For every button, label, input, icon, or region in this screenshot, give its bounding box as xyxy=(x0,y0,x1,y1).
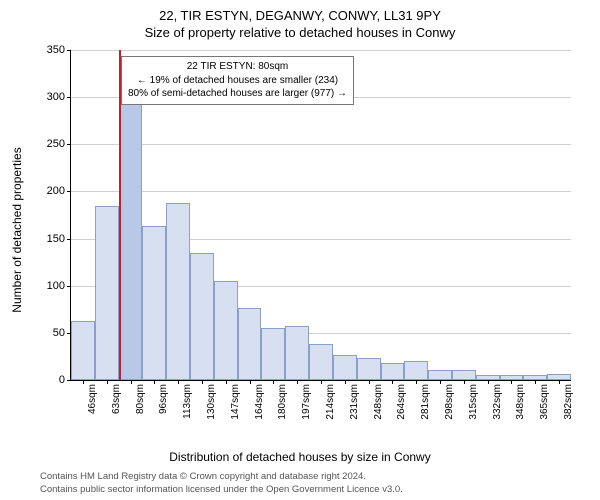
ytick-label: 200 xyxy=(35,185,65,197)
xtick-mark xyxy=(226,380,227,384)
chart-container: 22, TIR ESTYN, DEGANWY, CONWY, LL31 9PY … xyxy=(0,0,600,500)
ytick-label: 0 xyxy=(35,374,65,386)
xtick-mark xyxy=(488,380,489,384)
y-axis-label: Number of detached properties xyxy=(10,147,24,312)
xtick-mark xyxy=(392,380,393,384)
xtick-mark xyxy=(131,380,132,384)
chart-area: 05010015020025030035046sqm63sqm80sqm96sq… xyxy=(70,50,570,410)
ytick-mark xyxy=(67,144,71,145)
xtick-label: 348sqm xyxy=(515,384,526,420)
xtick-label: 264sqm xyxy=(396,384,407,420)
xtick-mark xyxy=(559,380,560,384)
bar xyxy=(381,363,405,380)
bar xyxy=(71,321,95,380)
xtick-mark xyxy=(250,380,251,384)
x-axis-label: Distribution of detached houses by size … xyxy=(0,450,600,464)
ytick-mark xyxy=(67,50,71,51)
xtick-mark xyxy=(345,380,346,384)
ytick-label: 300 xyxy=(35,91,65,103)
title-sub: Size of property relative to detached ho… xyxy=(0,23,600,40)
ytick-label: 50 xyxy=(35,327,65,339)
xtick-mark xyxy=(511,380,512,384)
bar xyxy=(428,370,452,380)
xtick-label: 382sqm xyxy=(563,384,574,420)
ytick-mark xyxy=(67,286,71,287)
annotation-line-2: ← 19% of detached houses are smaller (23… xyxy=(128,74,347,88)
bar xyxy=(166,203,190,380)
grid-line xyxy=(71,50,571,51)
title-main: 22, TIR ESTYN, DEGANWY, CONWY, LL31 9PY xyxy=(0,0,600,23)
xtick-mark xyxy=(107,380,108,384)
bar xyxy=(404,361,428,380)
bar xyxy=(238,308,262,380)
plot-region: 05010015020025030035046sqm63sqm80sqm96sq… xyxy=(70,50,571,381)
grid-line xyxy=(71,191,571,192)
xtick-mark xyxy=(369,380,370,384)
grid-line xyxy=(71,144,571,145)
footer-line-1: Contains HM Land Registry data © Crown c… xyxy=(40,471,403,483)
bar xyxy=(333,355,357,380)
xtick-mark xyxy=(83,380,84,384)
annotation-box: 22 TIR ESTYN: 80sqm← 19% of detached hou… xyxy=(121,56,354,105)
bar xyxy=(357,358,381,380)
xtick-mark xyxy=(416,380,417,384)
xtick-label: 130sqm xyxy=(206,384,217,420)
ytick-mark xyxy=(67,191,71,192)
ytick-mark xyxy=(67,97,71,98)
xtick-mark xyxy=(321,380,322,384)
xtick-label: 214sqm xyxy=(325,384,336,420)
xtick-label: 281sqm xyxy=(420,384,431,420)
footer-attribution: Contains HM Land Registry data © Crown c… xyxy=(40,471,403,496)
ytick-label: 350 xyxy=(35,44,65,56)
xtick-mark xyxy=(297,380,298,384)
ytick-label: 150 xyxy=(35,233,65,245)
xtick-mark xyxy=(464,380,465,384)
bar xyxy=(190,253,214,380)
footer-line-2: Contains public sector information licen… xyxy=(40,484,403,496)
xtick-label: 164sqm xyxy=(254,384,265,420)
xtick-label: 248sqm xyxy=(373,384,384,420)
bar xyxy=(452,370,476,380)
xtick-label: 180sqm xyxy=(277,384,288,420)
xtick-mark xyxy=(535,380,536,384)
xtick-label: 147sqm xyxy=(230,384,241,420)
bar xyxy=(142,226,166,380)
xtick-label: 332sqm xyxy=(492,384,503,420)
bar xyxy=(285,326,309,380)
annotation-line-3: 80% of semi-detached houses are larger (… xyxy=(128,87,347,101)
xtick-label: 298sqm xyxy=(444,384,455,420)
xtick-label: 96sqm xyxy=(158,384,169,414)
xtick-mark xyxy=(440,380,441,384)
ytick-mark xyxy=(67,380,71,381)
xtick-label: 365sqm xyxy=(539,384,550,420)
bar xyxy=(309,344,333,380)
ytick-mark xyxy=(67,239,71,240)
xtick-label: 231sqm xyxy=(349,384,360,420)
xtick-label: 46sqm xyxy=(87,384,98,414)
ytick-label: 250 xyxy=(35,138,65,150)
xtick-mark xyxy=(273,380,274,384)
xtick-label: 197sqm xyxy=(301,384,312,420)
xtick-label: 80sqm xyxy=(135,384,146,414)
xtick-label: 315sqm xyxy=(468,384,479,420)
xtick-mark xyxy=(202,380,203,384)
bar xyxy=(261,328,285,380)
bar xyxy=(95,206,119,380)
bar xyxy=(214,281,238,380)
ytick-label: 100 xyxy=(35,280,65,292)
xtick-mark xyxy=(154,380,155,384)
xtick-label: 113sqm xyxy=(182,384,193,419)
xtick-label: 63sqm xyxy=(111,384,122,414)
xtick-mark xyxy=(178,380,179,384)
bar xyxy=(119,88,143,380)
annotation-line-1: 22 TIR ESTYN: 80sqm xyxy=(128,60,347,74)
